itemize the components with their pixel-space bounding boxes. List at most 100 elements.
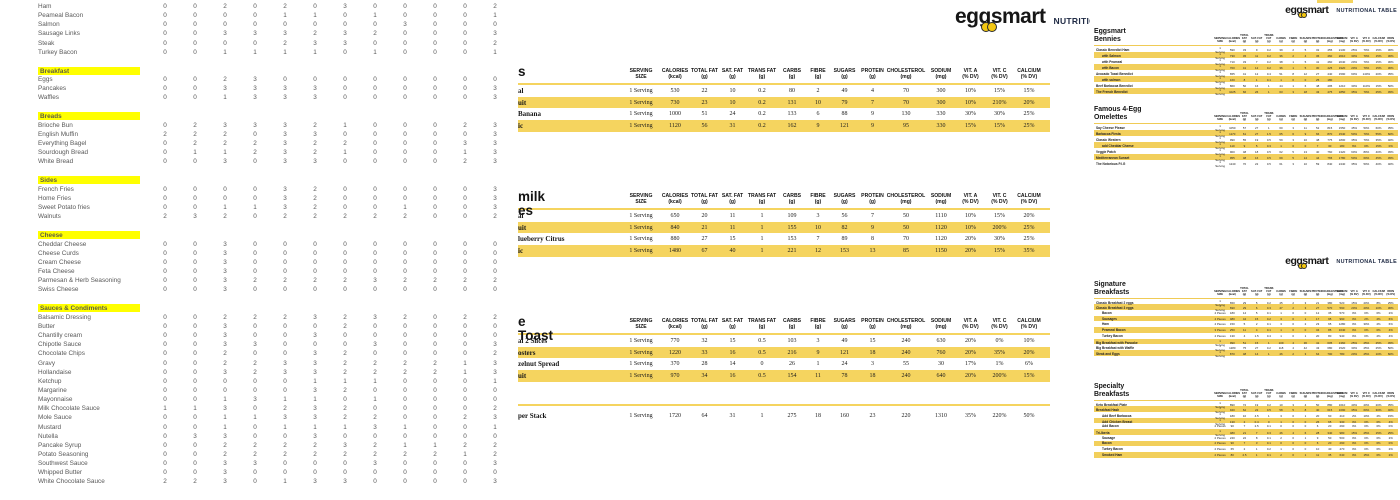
menu-item-name: Beef Barbacoa Benedict (1096, 84, 1133, 89)
column-header: SAT. FAT (g) (719, 193, 746, 205)
nutrition-value: 0% (1376, 452, 1381, 457)
score-cell: 2 (493, 350, 497, 358)
nutrition-value: 1920 (1338, 65, 1346, 70)
nutrition-value: 80 (1328, 333, 1332, 338)
nutrition-value: 46 (1279, 351, 1283, 356)
nutrition-value: 2130 (1338, 47, 1346, 52)
nutrition-value: 590 (1339, 306, 1345, 311)
score-cell: 0 (403, 158, 407, 166)
nutrition-value: 15% (965, 122, 976, 129)
menu-item-name: Classic Benedict Ham (1096, 47, 1130, 52)
score-cell: 0 (343, 76, 347, 84)
menu-item-name: Bacon (1102, 310, 1112, 315)
score-cell: 0 (373, 195, 377, 203)
nutrition-value: 121 (840, 349, 849, 356)
nutrition-value: 0 (1292, 419, 1295, 424)
column-header: IRON (% DV) (1385, 115, 1397, 121)
nutrition-value: 240 (901, 338, 911, 345)
nutrition-value: 840 (670, 224, 680, 231)
score-cell: 2 (343, 313, 347, 321)
column-header-unit: (g) (841, 324, 848, 331)
nutrition-value: 6% (1352, 143, 1357, 148)
nutrition-value: 35 (1328, 452, 1332, 457)
column-header: IRON (% DV) (1385, 37, 1397, 43)
menu-item-name: with salmon (1102, 78, 1121, 83)
nutrition-value: 1240 (1229, 162, 1236, 167)
nutrition-value: 20% (1351, 306, 1358, 311)
column-header: VIT. A (% DV) (1348, 392, 1360, 398)
menu-item-row: Add Bacon 2 Pieces 90 7 2.5 0.1 0 0 0 6 20 290 0% 0% 0… (1094, 423, 1398, 429)
nutrition-value: 33 (1242, 59, 1247, 64)
menu-item-row: ic 1 Serving 1480 67 40 1 221 12 153 13 85 1150 20% 1… (518, 245, 1050, 257)
column-header-line: SUGARS (833, 318, 856, 324)
nutrition-value: 20% (1363, 300, 1370, 305)
score-cell: 0 (163, 350, 167, 358)
column-header-line: FIBRE (1289, 115, 1298, 118)
nutrition-value: 8 (871, 236, 874, 243)
column-header-unit: (mg) (1326, 293, 1333, 297)
column-header: SERVING SIZE (1214, 115, 1226, 121)
nutrition-value: 290 (1339, 441, 1345, 446)
nutrition-value: 11 (729, 213, 736, 220)
score-cell: 0 (373, 249, 377, 257)
nutrition-value: 50 (1315, 402, 1320, 407)
nutrition-value: 590 (1229, 47, 1235, 52)
nutrition-value: 45% (1387, 90, 1394, 95)
table-row: Eggs 0 0 2 3 0 0 0 0 0 0 0 0 (0, 75, 512, 84)
nutrition-value: 10 (815, 224, 821, 231)
table-row: Butter 0 0 3 0 0 0 2 0 0 0 0 0 (0, 322, 512, 331)
nutrition-value: 11 (729, 224, 736, 231)
column-header-line: CHOLESTEROL (886, 193, 926, 199)
table-row: Ham 0 0 2 0 2 0 3 0 0 0 0 2 (0, 2, 512, 11)
score-cell: 0 (253, 259, 257, 266)
menu-item-name: with Bacon (1102, 65, 1120, 70)
score-cell: 3 (283, 131, 287, 139)
score-cell: 0 (253, 131, 257, 139)
column-header-unit: (g) (1254, 395, 1259, 399)
column-header-line: CALORIES (661, 193, 689, 199)
score-cell: 0 (433, 12, 437, 20)
score-cell: 0 (163, 76, 167, 84)
score-cell: 0 (433, 85, 437, 93)
nutrition-value: 0.1 (1266, 435, 1271, 440)
nutrition-value: 25% (1363, 340, 1370, 345)
score-cell: 0 (433, 121, 437, 129)
score-cell: 0 (163, 359, 167, 367)
score-cell: 2 (373, 213, 377, 221)
score-cell: 0 (283, 341, 287, 349)
nutrition-value: 48 (1315, 137, 1320, 142)
nutrition-value: 30% (1387, 59, 1394, 64)
table-row: White Chocolate Sauce 2 2 3 0 1 3 3 0 0 0 0 3 (0, 477, 512, 486)
score-cell: 0 (433, 259, 437, 266)
score-cell: 2 (403, 368, 407, 376)
score-cell: 0 (343, 396, 347, 404)
menu-item-name: Avocado Toast Benedict (1096, 72, 1133, 77)
menu-item-name: lueberry Citrus (518, 235, 565, 244)
table-row: Feta Cheese 0 0 3 0 0 0 0 0 0 0 0 0 (0, 267, 512, 276)
nutrition-value: 0% (1364, 327, 1369, 332)
score-cell: 3 (343, 30, 347, 38)
score-cell: 0 (163, 158, 167, 166)
nutrition-value: 0 (1304, 310, 1307, 315)
score-cell: 2 (343, 322, 347, 330)
eggsmart-wordmark: eggsmart (1285, 255, 1329, 267)
nutrition-value: 15 (1255, 316, 1259, 321)
score-cell: 3 (283, 195, 287, 203)
nutrition-value: 980 (1339, 431, 1345, 436)
menu-item-row: per Stack 1 Serving 1720 64 31 1 275 18 160 23 220… (518, 410, 1050, 422)
nutrition-value: 60% (1351, 72, 1358, 77)
mini-column-header-row: Specialty Breakfasts SERVING SIZE CALORIES(… (1094, 383, 1398, 400)
nutrition-value: 35% (1351, 90, 1358, 95)
table-row: White Bread 0 0 3 0 3 3 0 0 0 0 2 3 (0, 157, 512, 166)
nutrition-value: 340 (1327, 431, 1333, 436)
nutrition-value: 4% (1388, 327, 1393, 332)
score-cell: 0 (253, 39, 257, 47)
nutrition-value: 40% (1387, 408, 1394, 413)
nutrition-value: 30% (1387, 53, 1394, 58)
score-cell: 0 (403, 432, 407, 440)
row-label: Nutella (38, 432, 58, 440)
nutrition-value: 210% (992, 99, 1007, 106)
menu-item-row: lueberry Citrus 1 Serving 880 27 15 1 153 7 89 8 7… (518, 233, 1050, 245)
column-header-line: CALORIES (1226, 392, 1241, 395)
nutrition-value: 0 (1304, 327, 1307, 332)
